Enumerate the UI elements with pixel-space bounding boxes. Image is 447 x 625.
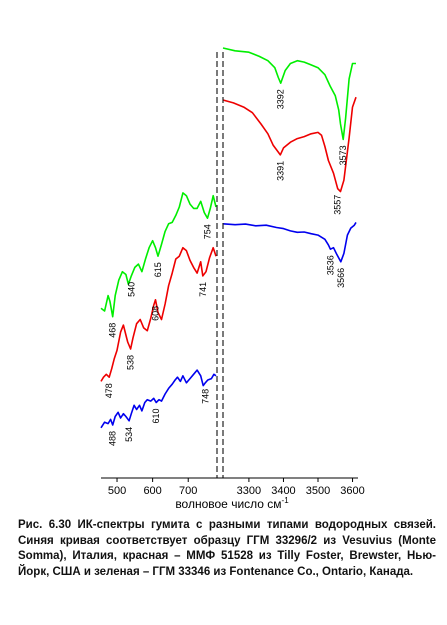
peak-label-608: 608 (151, 306, 161, 321)
x-axis-label-text: волновое число см (175, 497, 281, 511)
peak-label-534: 534 (124, 427, 134, 442)
x-tick-label-500: 500 (108, 485, 126, 497)
x-tick-label-700: 700 (179, 485, 197, 497)
peak-label-3392: 3392 (276, 89, 286, 109)
series-1-right-line (222, 47, 356, 141)
peak-label-488: 488 (108, 431, 118, 446)
peak-label-754: 754 (203, 224, 213, 239)
peak-label-3573: 3573 (338, 145, 348, 165)
series-2-left-line (100, 246, 217, 382)
peak-label-538: 538 (126, 355, 136, 370)
peak-label-478: 478 (104, 383, 114, 398)
x-tick-label-600: 600 (143, 485, 161, 497)
spectra-series (100, 47, 357, 429)
x-tick-label-3500: 3500 (306, 485, 330, 497)
series-3-left-line (100, 369, 217, 429)
x-tick-label-3400: 3400 (271, 485, 295, 497)
peak-label-540: 540 (126, 282, 136, 297)
peak-label-610: 610 (151, 409, 161, 424)
peak-label-3536: 3536 (325, 255, 335, 275)
peak-label-748: 748 (200, 389, 210, 404)
peak-label-3557: 3557 (333, 195, 343, 215)
peak-label-468: 468 (108, 323, 118, 338)
peak-label-615: 615 (153, 262, 163, 277)
peak-label-741: 741 (198, 282, 208, 297)
x-axis-label: волновое число см-1 (175, 496, 289, 511)
series-2-right-line (222, 96, 357, 193)
peak-label-3391: 3391 (275, 161, 285, 181)
x-tick-label-3600: 3600 (340, 485, 364, 497)
series-3-right-line (222, 221, 357, 263)
figure-caption: Рис. 6.30 ИК-спектры гумита с разными ти… (18, 519, 436, 578)
x-tick-label-3300: 3300 (237, 485, 261, 497)
peak-label-3566: 3566 (336, 268, 346, 288)
series-1-left-line (100, 192, 217, 318)
x-axis-label-sup: -1 (282, 496, 290, 505)
x-axis-ticks: 500 600 700 3300 3400 3500 3600 (108, 478, 365, 497)
